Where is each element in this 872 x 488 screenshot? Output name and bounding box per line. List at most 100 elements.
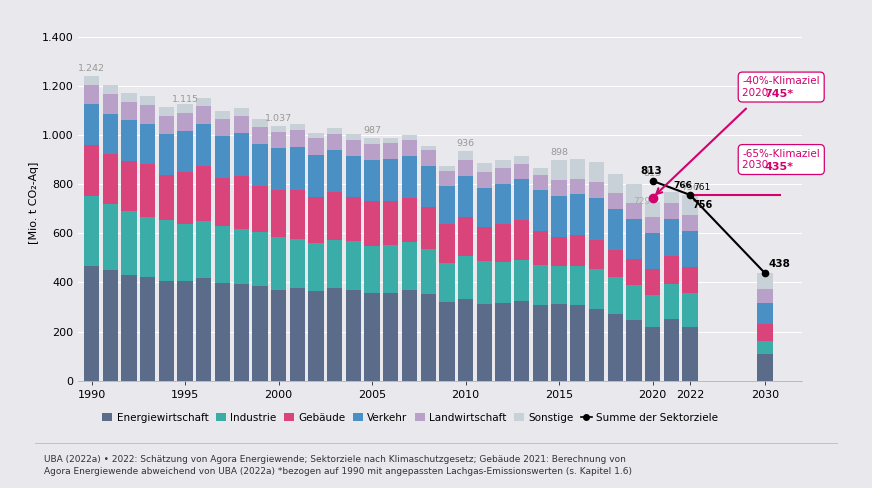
Bar — [196, 278, 211, 381]
Bar — [757, 303, 773, 324]
Bar — [402, 243, 417, 290]
Bar — [495, 224, 511, 262]
Bar — [309, 133, 324, 138]
Bar — [757, 341, 773, 354]
Bar — [458, 217, 473, 256]
Bar — [757, 324, 773, 341]
Bar — [177, 172, 193, 224]
Bar — [252, 186, 268, 231]
Bar — [103, 203, 118, 270]
Bar — [84, 266, 99, 381]
Bar — [215, 119, 230, 137]
Bar — [757, 289, 773, 303]
Bar — [271, 126, 286, 132]
Bar — [402, 198, 417, 243]
Bar — [383, 138, 399, 143]
Bar — [589, 269, 604, 309]
Bar — [439, 166, 454, 171]
Bar — [570, 235, 585, 266]
Bar — [626, 320, 642, 381]
Bar — [533, 168, 548, 175]
Bar — [345, 156, 361, 197]
Bar — [309, 244, 324, 291]
Text: 1.242: 1.242 — [78, 63, 105, 73]
Bar — [271, 190, 286, 237]
Bar — [551, 180, 567, 196]
Bar — [271, 132, 286, 148]
Text: 435*: 435* — [765, 162, 794, 172]
Bar — [570, 305, 585, 381]
Bar — [290, 190, 305, 239]
Bar — [683, 326, 698, 381]
Bar — [477, 163, 492, 172]
Bar — [533, 175, 548, 190]
Bar — [383, 143, 399, 159]
Bar — [589, 240, 604, 269]
Bar — [252, 144, 268, 186]
Bar — [290, 124, 305, 130]
Bar — [458, 176, 473, 217]
Bar — [271, 148, 286, 190]
Bar — [383, 245, 399, 293]
Bar — [121, 275, 137, 381]
Bar — [327, 134, 343, 150]
Bar — [458, 299, 473, 381]
Text: 936: 936 — [457, 139, 474, 148]
Bar — [327, 192, 343, 240]
Bar — [364, 138, 380, 143]
Bar — [177, 130, 193, 172]
Bar — [608, 277, 623, 314]
Bar — [309, 155, 324, 197]
Bar — [177, 224, 193, 281]
Bar — [345, 140, 361, 156]
Text: 761: 761 — [693, 183, 710, 192]
Bar — [495, 262, 511, 303]
Bar — [439, 186, 454, 224]
Legend: Energiewirtschaft, Industrie, Gebäude, Verkehr, Landwirtschaft, Sonstige, Summe : Energiewirtschaft, Industrie, Gebäude, V… — [98, 408, 722, 427]
Bar — [383, 201, 399, 245]
Bar — [364, 293, 380, 381]
Bar — [570, 179, 585, 194]
Bar — [345, 242, 361, 290]
Bar — [551, 305, 567, 381]
Bar — [121, 161, 137, 211]
Bar — [439, 171, 454, 186]
Bar — [383, 159, 399, 201]
Bar — [252, 231, 268, 286]
Text: UBA (2022a) • 2022: Schätzung von Agora Energiewende; Sektorziele nach Klimaschu: UBA (2022a) • 2022: Schätzung von Agora … — [44, 455, 631, 476]
Bar — [551, 160, 567, 180]
Bar — [196, 222, 211, 278]
Bar — [420, 294, 436, 381]
Bar — [757, 273, 773, 289]
Bar — [159, 134, 174, 175]
Bar — [477, 172, 492, 188]
Bar — [589, 309, 604, 381]
Bar — [551, 266, 567, 305]
Bar — [757, 354, 773, 381]
Bar — [234, 133, 249, 176]
Bar — [309, 138, 324, 155]
Text: -65%-Klimaziel
2030: ⁠⁠⁠⁠⁠: -65%-Klimaziel 2030: ⁠⁠⁠⁠⁠ — [742, 149, 821, 170]
Bar — [514, 301, 529, 381]
Bar — [495, 160, 511, 168]
Bar — [683, 215, 698, 230]
Bar — [477, 262, 492, 305]
Bar — [215, 137, 230, 178]
Bar — [327, 150, 343, 192]
Bar — [608, 193, 623, 209]
Bar — [121, 211, 137, 275]
Bar — [103, 85, 118, 94]
Bar — [159, 175, 174, 221]
Bar — [84, 76, 99, 85]
Bar — [140, 164, 155, 217]
Bar — [514, 220, 529, 260]
Bar — [159, 281, 174, 381]
Bar — [103, 154, 118, 203]
Bar — [271, 290, 286, 381]
Bar — [664, 192, 679, 203]
Bar — [84, 144, 99, 196]
Bar — [589, 182, 604, 198]
Bar — [215, 178, 230, 226]
Bar — [645, 217, 660, 233]
Bar — [683, 230, 698, 267]
